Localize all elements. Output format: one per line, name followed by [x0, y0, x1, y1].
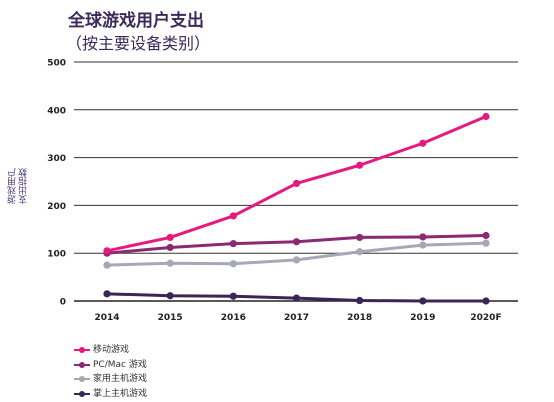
y-tick-label-500: 500 [47, 59, 66, 69]
x-tick-label-2016: 2016 [221, 313, 246, 323]
legend: 移动游戏 PC/Mac 游戏 家用主机游戏 掌上主机游戏 [74, 343, 147, 401]
series-4-point-2015 [166, 292, 174, 300]
x-tick-label-2015: 2015 [158, 313, 183, 323]
legend-item-2: PC/Mac 游戏 [74, 358, 147, 373]
series-1-point-2020F [482, 112, 490, 121]
legend-item-4: 掌上主机游戏 [74, 387, 147, 402]
series-4-point-2020F [482, 297, 490, 305]
series-1-point-2014 [103, 247, 111, 255]
series-3-point-2018 [356, 248, 364, 256]
series-2-point-2018 [356, 233, 364, 242]
series-2-point-2017 [292, 238, 301, 246]
chart-title: 全球游戏用户支出 [68, 11, 204, 31]
series-4-point-2017 [292, 294, 301, 302]
series-1-point-2019 [419, 139, 427, 147]
series-1-point-2016 [229, 212, 237, 220]
x-tick-label-2019: 2019 [410, 313, 435, 323]
series-3-point-2019 [419, 241, 427, 249]
series-3-point-2015 [166, 259, 174, 267]
y-tick-label-400: 400 [47, 106, 66, 116]
x-tick-label-2017: 2017 [284, 313, 309, 323]
y-tick-label-0: 0 [60, 298, 66, 308]
legend-label-4: 掌上主机游戏 [93, 388, 148, 399]
legend-label-1: 移动游戏 [93, 345, 130, 355]
series-4-point-2018 [356, 296, 364, 305]
series-3-point-2017 [292, 256, 301, 264]
series-3-point-2016 [229, 260, 237, 268]
y-tick-label-200: 200 [47, 202, 66, 212]
series-2-point-2019 [419, 233, 427, 241]
series-2-point-2020F [482, 231, 490, 240]
x-tick-label-2018: 2018 [347, 313, 372, 323]
series-1-point-2017 [292, 179, 301, 188]
y-tick-label-100: 100 [47, 250, 66, 260]
y-tick-label-300: 300 [47, 154, 66, 164]
legend-swatch-3 [74, 375, 90, 383]
series-1-point-2015 [166, 233, 174, 242]
legend-swatch-2 [74, 361, 90, 369]
series-4-point-2016 [229, 292, 237, 300]
series-1-point-2018 [356, 161, 364, 169]
series-4-point-2019 [419, 297, 427, 305]
series-3-point-2020F [482, 239, 490, 247]
series-2-point-2015 [166, 243, 174, 252]
legend-label-3: 家用主机游戏 [93, 374, 148, 384]
series-4-point-2014 [103, 290, 111, 298]
legend-swatch-4 [74, 390, 90, 398]
chart-subtitle: （按主要设备类别） [66, 34, 211, 53]
series-2-point-2016 [229, 240, 237, 248]
legend-item-1: 移动游戏 [74, 343, 147, 358]
legend-item-3: 家用主机游戏 [74, 372, 147, 387]
x-tick-label-2014: 2014 [94, 313, 119, 323]
series-3-point-2014 [103, 261, 111, 269]
x-tick-label-2020F: 2020F [470, 313, 501, 323]
legend-swatch-1 [74, 346, 90, 354]
legend-label-2: PC/Mac 游戏 [93, 359, 147, 370]
